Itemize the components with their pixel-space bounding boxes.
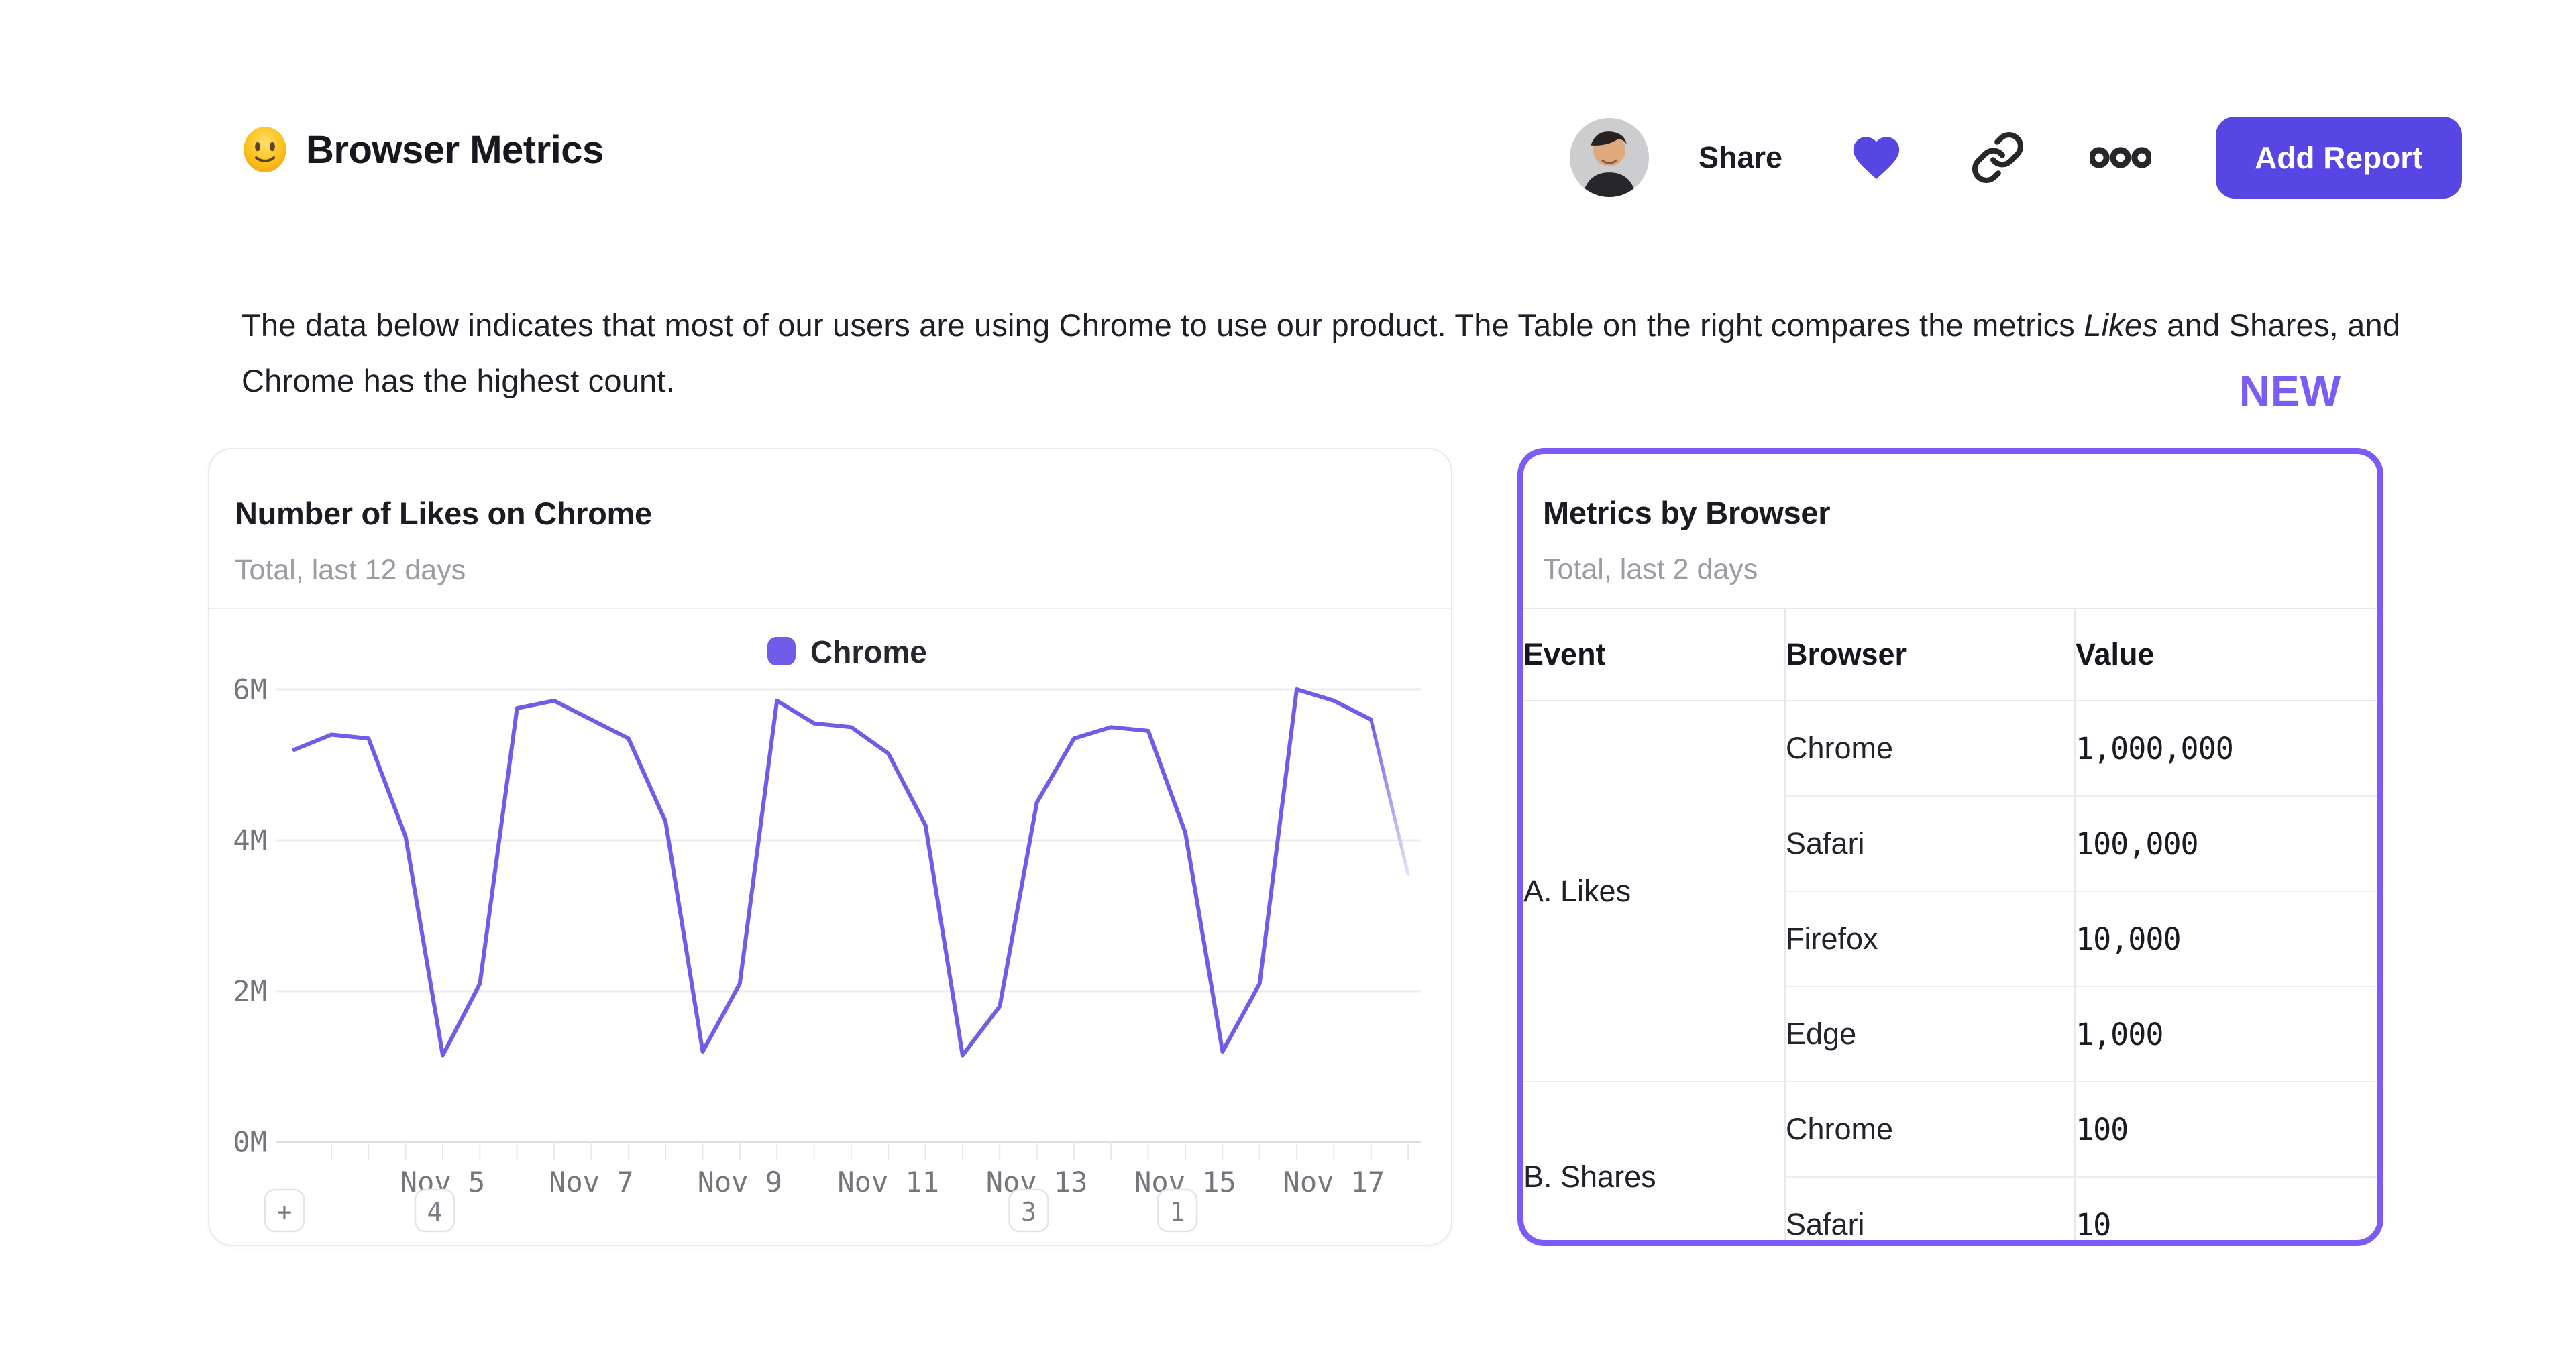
card-divider: [209, 608, 1451, 609]
legend-swatch: [767, 637, 796, 665]
chrome-series-line-faded: [1369, 718, 1410, 877]
cell-value: 100,000: [2074, 795, 2377, 891]
metrics-table-wrap: Event Browser Value A. Likes Chrome 1,000,…: [1523, 608, 2377, 1240]
column-header-browser: Browser: [1784, 608, 2075, 701]
metrics-table-card: Metrics by Browser Total, last 2 days Ev…: [1517, 448, 2383, 1246]
annotation-badge-label: 3: [1021, 1197, 1036, 1227]
cell-event: B. Shares: [1523, 1081, 1785, 1240]
x-axis-label: Nov 11: [837, 1166, 939, 1198]
table-card-title: Metrics by Browser: [1543, 495, 1831, 530]
new-label: NEW: [2239, 367, 2341, 415]
page-title-text: Browser Metrics: [306, 127, 604, 172]
cell-browser: Chrome: [1784, 1081, 2075, 1177]
cell-browser: Safari: [1784, 1176, 2075, 1240]
cell-value: 1,000,000: [2074, 701, 2377, 796]
link-icon: [1972, 131, 2024, 184]
legend-item-chrome[interactable]: Chrome: [767, 634, 927, 669]
cell-value: 1,000: [2074, 986, 2377, 1082]
ellipsis-icon: [2090, 147, 2152, 168]
add-annotation-button[interactable]: +: [264, 1188, 305, 1233]
table-row: Firefox 10,000: [1523, 891, 2377, 986]
annotation-badge-box: [414, 1188, 455, 1233]
description-text: The data below indicates that most of ou…: [241, 297, 2428, 408]
chart-card-subtitle: Total, last 12 days: [235, 554, 466, 586]
annotation-badge-label: 4: [427, 1197, 443, 1227]
annotation-count-badge[interactable]: 4: [414, 1188, 455, 1233]
x-axis-label: Nov 9: [698, 1166, 782, 1198]
header-actions: Share Add Report: [1570, 113, 2462, 203]
table-row: B. Shares Chrome 100: [1523, 1081, 2377, 1240]
page-title: Browser Metrics: [241, 126, 604, 173]
share-button[interactable]: Share: [1699, 140, 1783, 174]
column-header-event: Event: [1523, 608, 1785, 701]
y-axis-label: 4M: [233, 824, 267, 857]
cell-browser: Edge: [1784, 986, 2075, 1082]
table-row: Safari 100,000: [1523, 795, 2377, 891]
x-axis-label: Nov 17: [1283, 1166, 1385, 1198]
description-part2: and Shares, and Chrome has the highest c…: [241, 307, 2401, 398]
y-axis-label: 6M: [233, 673, 267, 706]
annotation-badge-box: [1008, 1188, 1049, 1233]
table-card-subtitle: Total, last 2 days: [1543, 553, 1758, 585]
annotation-badge-label: +: [277, 1197, 292, 1227]
annotation-badge-box: [264, 1188, 305, 1233]
favorite-button[interactable]: [1847, 130, 1906, 185]
smiley-emoji-icon: [244, 127, 286, 172]
heart-icon: [1853, 137, 1900, 179]
table-header-row: Event Browser Value: [1523, 608, 2377, 701]
annotation-count-badge[interactable]: 3: [1008, 1188, 1049, 1233]
cell-browser: Firefox: [1784, 891, 2075, 986]
description-italic: Likes: [2084, 307, 2159, 343]
chart-card-title: Number of Likes on Chrome: [235, 496, 652, 531]
cell-browser: Safari: [1784, 795, 2075, 891]
annotation-badge-box: [1157, 1188, 1198, 1233]
table-row: A. Likes Chrome 1,000,000: [1523, 701, 2377, 908]
cell-browser: Chrome: [1784, 701, 2075, 796]
cell-event: A. Likes: [1523, 874, 1631, 908]
column-header-value: Value: [2074, 608, 2377, 701]
copy-link-button[interactable]: [1970, 130, 2025, 185]
description-part1: The data below indicates that most of ou…: [241, 307, 2084, 343]
avatar[interactable]: [1570, 118, 1649, 197]
annotation-count-badge[interactable]: 1: [1157, 1188, 1198, 1233]
legend-label: Chrome: [810, 634, 927, 669]
metrics-table: Event Browser Value A. Likes Chrome 1,000,…: [1523, 608, 2377, 1240]
annotation-badge-label: 1: [1170, 1197, 1185, 1227]
cell-value: 100: [2074, 1081, 2377, 1177]
chart-card: Number of Likes on Chrome Total, last 12…: [208, 448, 1452, 1246]
x-axis-label: Nov 7: [549, 1166, 633, 1198]
add-report-button[interactable]: Add Report: [2216, 117, 2462, 199]
cell-value: 10,000: [2074, 891, 2377, 986]
y-axis-label: 0M: [233, 1126, 267, 1159]
cell-value: 10: [2074, 1176, 2377, 1240]
table-row: Safari 10: [1523, 1176, 2377, 1240]
table-row: Edge 1,000: [1523, 986, 2377, 1082]
more-options-button[interactable]: [2090, 144, 2152, 171]
avatar-image: [1570, 118, 1649, 197]
chrome-series-line: [292, 687, 1373, 1058]
y-axis-label: 2M: [233, 975, 267, 1008]
